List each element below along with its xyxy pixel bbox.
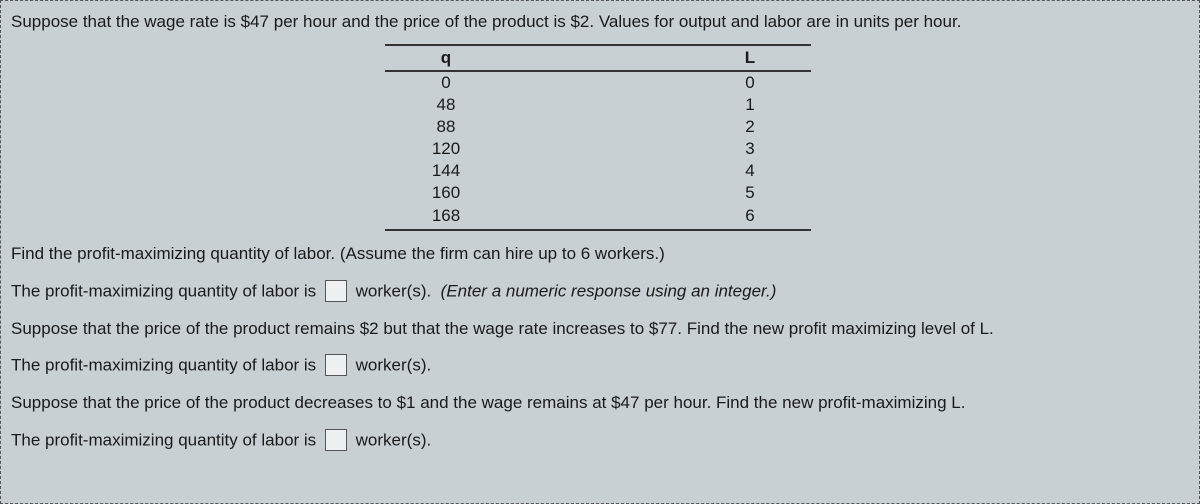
header-L: L	[689, 45, 811, 71]
table-header-row: q L	[385, 45, 811, 71]
q2-lead: The profit-maximizing quantity of labor …	[11, 356, 316, 375]
table-row: 0 0	[385, 71, 811, 94]
cell-L: 0	[689, 71, 811, 94]
cell-q: 88	[385, 116, 507, 138]
cell-q: 0	[385, 71, 507, 94]
table-row: 144 4	[385, 160, 811, 182]
intro-text: Suppose that the wage rate is $47 per ho…	[11, 11, 1185, 34]
q2-prompt: Suppose that the price of the product re…	[11, 318, 1185, 341]
header-q: q	[385, 45, 507, 71]
cell-L: 1	[689, 94, 811, 116]
cell-q: 48	[385, 94, 507, 116]
cell-spacer	[507, 71, 689, 94]
table-row: 88 2	[385, 116, 811, 138]
cell-spacer	[507, 116, 689, 138]
header-spacer	[507, 45, 689, 71]
q2-answer-line: The profit-maximizing quantity of labor …	[11, 354, 1185, 378]
cell-q: 144	[385, 160, 507, 182]
q3-answer-line: The profit-maximizing quantity of labor …	[11, 429, 1185, 453]
q1-lead: The profit-maximizing quantity of labor …	[11, 281, 316, 300]
q3-lead: The profit-maximizing quantity of labor …	[11, 431, 316, 450]
q3-prompt: Suppose that the price of the product de…	[11, 392, 1185, 415]
q3-unit: worker(s).	[356, 431, 432, 450]
q1-answer-input[interactable]	[325, 280, 347, 302]
q3-answer-input[interactable]	[325, 429, 347, 451]
q1-prompt: Find the profit-maximizing quantity of l…	[11, 243, 1185, 266]
cell-spacer	[507, 160, 689, 182]
cell-L: 6	[689, 205, 811, 230]
data-table-wrap: q L 0 0 48 1 88 2 120 3 144 4	[11, 44, 1185, 231]
cell-L: 2	[689, 116, 811, 138]
q1-answer-line: The profit-maximizing quantity of labor …	[11, 280, 1185, 304]
q2-answer-input[interactable]	[325, 354, 347, 376]
cell-q: 160	[385, 182, 507, 204]
cell-spacer	[507, 138, 689, 160]
cell-spacer	[507, 182, 689, 204]
cell-q: 120	[385, 138, 507, 160]
cell-spacer	[507, 205, 689, 230]
cell-L: 3	[689, 138, 811, 160]
table-row: 160 5	[385, 182, 811, 204]
table-row: 48 1	[385, 94, 811, 116]
q1-hint: (Enter a numeric response using an integ…	[441, 281, 777, 300]
cell-q: 168	[385, 205, 507, 230]
table-row: 120 3	[385, 138, 811, 160]
cell-L: 4	[689, 160, 811, 182]
q1-unit: worker(s).	[356, 281, 432, 300]
cell-L: 5	[689, 182, 811, 204]
table-row: 168 6	[385, 205, 811, 230]
q2-unit: worker(s).	[356, 356, 432, 375]
data-table: q L 0 0 48 1 88 2 120 3 144 4	[385, 44, 811, 231]
cell-spacer	[507, 94, 689, 116]
